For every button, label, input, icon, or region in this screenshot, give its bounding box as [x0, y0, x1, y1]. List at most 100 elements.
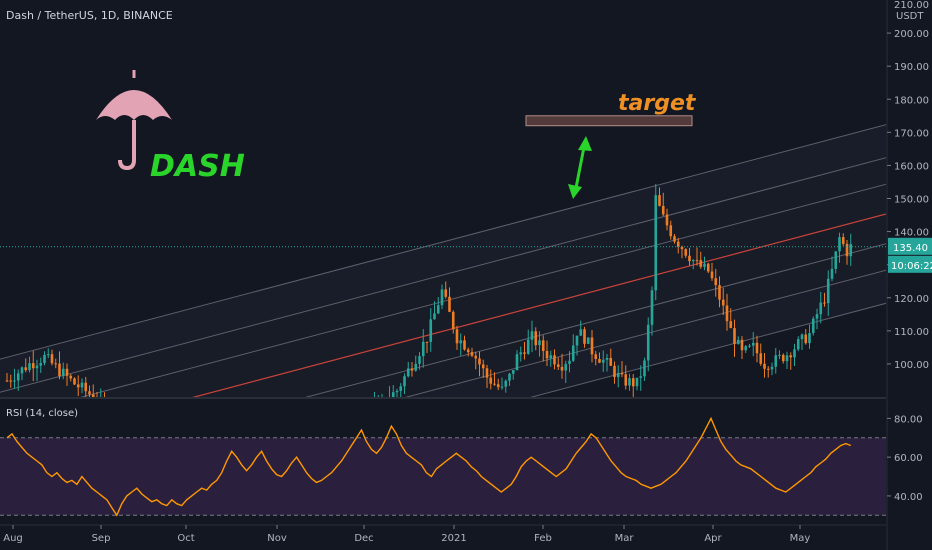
candle-body — [804, 334, 808, 344]
candle-body — [58, 363, 61, 377]
candle-body — [740, 339, 744, 351]
candle-body — [568, 360, 571, 364]
candle-body — [646, 324, 650, 361]
candle-body — [849, 244, 853, 257]
candle-body — [774, 355, 778, 367]
rsi-tick-label: 60.00 — [894, 453, 923, 464]
candle-body — [46, 354, 50, 356]
price-tick-label: 100.00 — [894, 360, 929, 371]
candle-body — [673, 236, 676, 242]
candle-body — [815, 314, 819, 319]
candle-body — [466, 349, 470, 353]
candle-body — [781, 354, 785, 362]
time-tick-label: 2021 — [441, 533, 466, 544]
candle-body — [725, 305, 729, 322]
candle-body — [830, 268, 834, 279]
candle-body — [28, 363, 31, 371]
candle-body — [523, 352, 526, 354]
candle-body — [39, 363, 43, 366]
channel-line — [530, 302, 886, 397]
countdown-tag — [888, 255, 932, 273]
candle-body — [88, 391, 91, 395]
umbrella-canopy — [96, 90, 172, 120]
candle-body — [770, 366, 774, 370]
candle-body — [650, 290, 654, 325]
candle-body — [395, 390, 399, 393]
candle-body — [594, 354, 598, 360]
candle-body — [590, 337, 594, 355]
candle-body — [628, 378, 631, 386]
candle-body — [613, 365, 616, 378]
candle-body — [744, 346, 748, 351]
candle-body — [436, 305, 440, 314]
price-tick-label: 200.00 — [894, 29, 929, 40]
candle-body — [579, 329, 583, 336]
candle-body — [826, 278, 830, 304]
time-tick-label: Mar — [615, 533, 635, 544]
price-tick-label: 150.00 — [894, 195, 929, 206]
brand-text: DASH — [150, 149, 245, 184]
price-tick-label: 110.00 — [894, 327, 929, 338]
candle-body — [766, 368, 770, 370]
candle-body — [496, 384, 500, 388]
candle-body — [643, 360, 646, 377]
candle-body — [556, 364, 560, 367]
channel-line — [0, 124, 886, 360]
candle-body — [451, 311, 455, 330]
candle-body — [583, 329, 586, 344]
candle-body — [841, 237, 845, 244]
candle-body — [9, 380, 13, 382]
price-tick-label: 170.00 — [894, 128, 929, 139]
price-tick-label: 190.00 — [894, 62, 929, 73]
candle-body — [478, 358, 481, 365]
candle-body — [5, 380, 9, 382]
candle-body — [84, 382, 88, 392]
candle-body — [635, 377, 639, 387]
symbol-legend: Dash / TetherUS, 1D, BINANCE — [6, 9, 173, 22]
candle-body — [796, 339, 800, 350]
rsi-band-fill — [0, 437, 886, 516]
last-price-tag — [888, 237, 932, 255]
umbrella-icon — [96, 70, 172, 171]
candle-body — [684, 249, 688, 256]
candle-body — [631, 378, 635, 387]
candle-body — [399, 386, 403, 391]
candle-body — [50, 354, 54, 364]
candle-body — [463, 340, 466, 350]
candle-body — [61, 368, 65, 377]
candle-body — [534, 331, 538, 346]
channel-band — [307, 243, 886, 397]
candle-body — [748, 345, 751, 347]
candle-body — [538, 340, 541, 346]
price-tick-label: 160.00 — [894, 161, 929, 172]
candle-body — [718, 285, 721, 300]
candles — [5, 184, 853, 397]
time-tick-label: Feb — [534, 533, 552, 544]
candle-body — [429, 319, 433, 342]
candle-body — [410, 368, 414, 371]
candle-body — [661, 205, 665, 215]
candle-body — [545, 350, 549, 359]
candle-body — [474, 355, 478, 359]
candle-body — [440, 289, 444, 306]
candle-body — [834, 251, 838, 269]
candle-body — [736, 339, 740, 344]
candle-body — [601, 359, 605, 363]
candle-body — [403, 376, 406, 387]
candle-body — [695, 260, 699, 262]
price-tick-label: 120.00 — [894, 294, 929, 305]
candle-body — [639, 376, 643, 378]
channel-line — [405, 269, 886, 397]
price-tick-label: 180.00 — [894, 95, 929, 106]
price-tick-label: 140.00 — [894, 228, 929, 239]
candle-body — [24, 367, 28, 371]
time-tick-label: Aug — [3, 533, 23, 544]
price-axis-top-label: 210.00 — [894, 0, 929, 11]
candle-body — [703, 263, 706, 267]
currency-label: USDT — [896, 11, 924, 22]
candle-body — [511, 370, 515, 374]
candle-body — [31, 363, 35, 369]
candle-body — [515, 354, 519, 371]
target-arrow-head-down — [568, 184, 582, 199]
